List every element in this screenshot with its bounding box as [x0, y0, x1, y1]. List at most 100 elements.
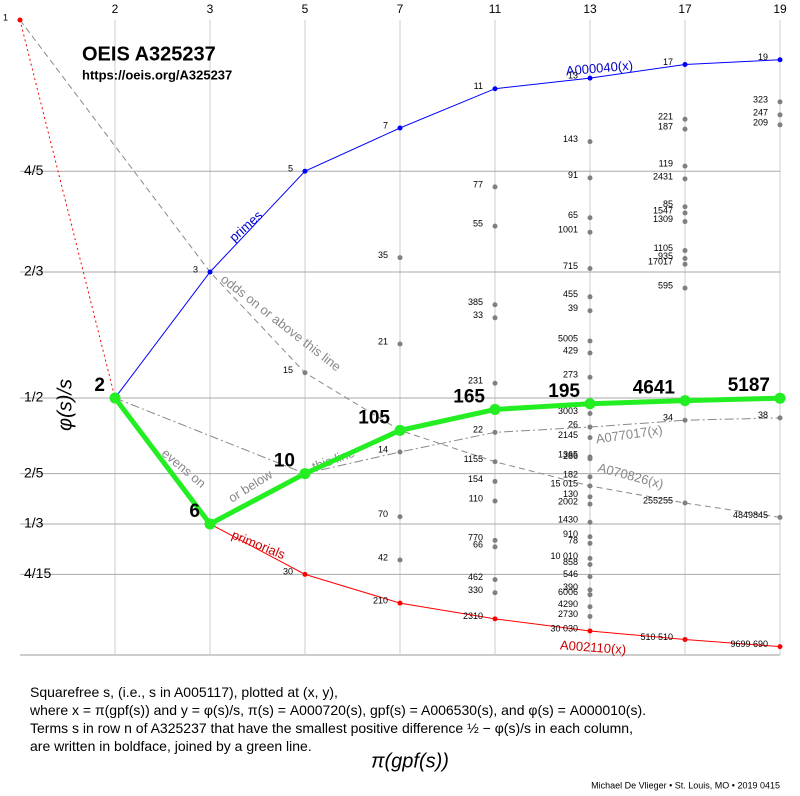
- data-label: 1365: [558, 449, 578, 459]
- data-point: [587, 338, 593, 344]
- data-label: 2730: [558, 609, 578, 619]
- data-label: 10: [274, 451, 295, 472]
- data-label: 2: [94, 375, 105, 396]
- y-tick-label: 2/5: [24, 464, 44, 480]
- data-label: 66: [473, 539, 483, 549]
- data-label: 15: [283, 365, 293, 375]
- data-label: 30: [283, 567, 293, 577]
- data-point: [587, 519, 593, 525]
- data-point: [492, 498, 498, 504]
- data-point: [394, 424, 406, 436]
- data-point: [397, 557, 403, 563]
- data-label: 39: [568, 303, 578, 313]
- data-label: 187: [658, 122, 673, 132]
- data-point: [777, 57, 783, 63]
- data-label: 9699 690: [730, 639, 768, 649]
- data-label: 1309: [653, 214, 673, 224]
- data-label: 38: [758, 410, 768, 420]
- y-axis-label: φ(s)/s: [54, 379, 76, 431]
- data-point: [682, 219, 688, 225]
- data-label: 78: [568, 536, 578, 546]
- data-label: 2145: [558, 430, 578, 440]
- data-label: 210: [373, 596, 388, 606]
- x-tick-label: 19: [773, 2, 787, 16]
- data-label: 182: [563, 469, 578, 479]
- data-point: [682, 256, 688, 262]
- data-label: 510 510: [640, 632, 673, 642]
- data-point: [492, 590, 498, 596]
- data-point: [682, 210, 688, 216]
- data-label: 910: [563, 529, 578, 539]
- data-label: 70: [378, 509, 388, 519]
- data-point: [302, 571, 308, 577]
- annotation: A000040(x): [565, 58, 633, 79]
- data-point: [397, 514, 403, 520]
- data-label: 13: [568, 71, 578, 81]
- data-point: [587, 494, 593, 500]
- data-label: 17017: [648, 257, 673, 267]
- data-point: [489, 403, 501, 415]
- data-label: 595: [658, 280, 673, 290]
- data-point: [682, 261, 688, 267]
- data-point: [774, 392, 786, 404]
- x-tick-label: 5: [302, 2, 309, 16]
- data-label: 4849845: [733, 510, 768, 520]
- data-point: [777, 122, 783, 128]
- data-point: [587, 561, 593, 567]
- data-point: [587, 229, 593, 235]
- data-label: 715: [563, 261, 578, 271]
- data-point: [397, 600, 403, 606]
- data-point: [587, 175, 593, 181]
- data-point: [207, 269, 213, 275]
- data-label: 7: [383, 120, 388, 130]
- x-tick-label: 13: [583, 2, 597, 16]
- data-label: 1430: [558, 515, 578, 525]
- data-point: [492, 478, 498, 484]
- data-label: 1: [3, 12, 8, 22]
- data-point: [682, 204, 688, 210]
- credit: Michael De Vlieger • St. Louis, MO • 201…: [591, 780, 780, 790]
- data-point: [492, 537, 498, 543]
- data-label: 30 030: [550, 623, 578, 633]
- data-point: [587, 139, 593, 145]
- data-label: 6006: [558, 587, 578, 597]
- data-point: [17, 17, 23, 23]
- series-line: [19, 19, 781, 518]
- data-label: 85: [663, 199, 673, 209]
- data-label: 770: [468, 533, 483, 543]
- data-label: 15 015: [550, 478, 578, 488]
- data-label: 429: [563, 345, 578, 355]
- data-point: [587, 613, 593, 619]
- chart-title: OEIS A325237: [82, 43, 216, 65]
- data-label: 2002: [558, 496, 578, 506]
- data-label: 935: [658, 251, 673, 261]
- data-point: [777, 112, 783, 118]
- data-label: 34: [663, 413, 673, 423]
- data-point: [682, 116, 688, 122]
- caption-line: Terms s in row n of A325237 that have th…: [30, 720, 633, 736]
- data-label: 546: [563, 569, 578, 579]
- data-label: 154: [468, 474, 483, 484]
- data-label: 26: [568, 419, 578, 429]
- data-label: 255255: [643, 495, 673, 505]
- data-label: 17: [663, 57, 673, 67]
- data-point: [679, 395, 691, 407]
- series-line: [113, 395, 781, 528]
- data-label: 286: [563, 451, 578, 461]
- data-point: [492, 577, 498, 583]
- data-label: 42: [378, 552, 388, 562]
- data-point: [492, 380, 498, 386]
- data-point: [492, 459, 498, 465]
- data-point: [492, 184, 498, 190]
- data-label: 6: [189, 501, 200, 522]
- data-point: [302, 168, 308, 174]
- x-tick-label: 11: [489, 2, 502, 16]
- x-tick-label: 17: [678, 2, 692, 16]
- data-label: 2310: [463, 611, 483, 621]
- data-point: [587, 350, 593, 356]
- data-label: 22: [473, 425, 483, 435]
- data-label: 1547: [653, 205, 673, 215]
- data-label: 273: [563, 370, 578, 380]
- data-label: 323: [753, 94, 768, 104]
- chart-subtitle: https://oeis.org/A325237: [82, 67, 232, 82]
